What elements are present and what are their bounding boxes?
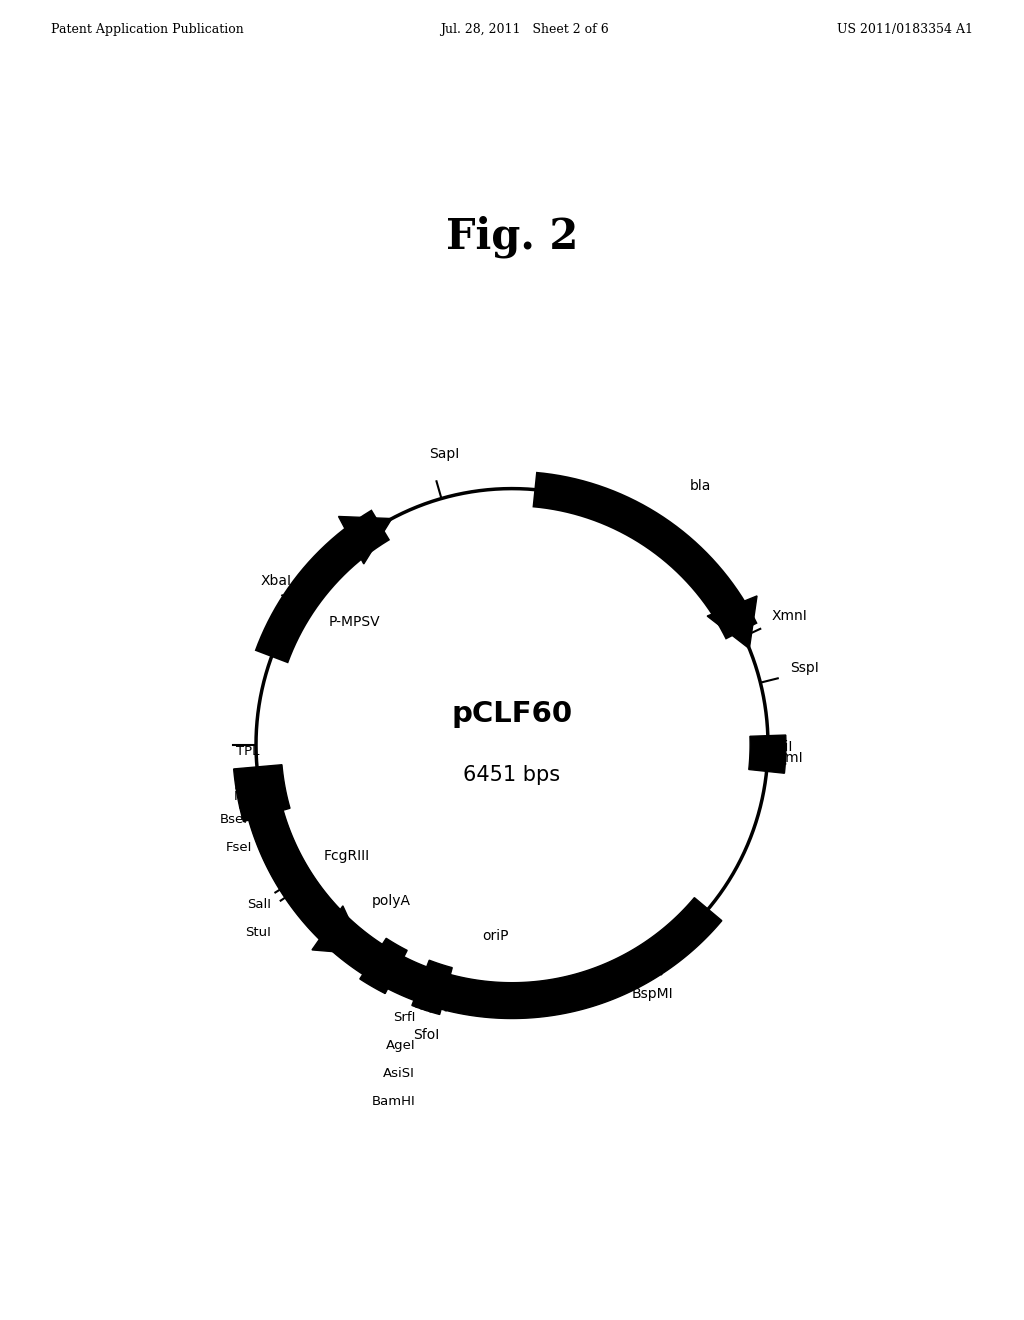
- Text: XmnI: XmnI: [772, 610, 808, 623]
- Text: SrfI: SrfI: [393, 1011, 415, 1024]
- Text: BspMI: BspMI: [632, 986, 674, 1001]
- Text: Fig. 2: Fig. 2: [445, 215, 579, 259]
- Polygon shape: [412, 960, 453, 1015]
- Text: Jul. 28, 2011   Sheet 2 of 6: Jul. 28, 2011 Sheet 2 of 6: [440, 22, 609, 36]
- Polygon shape: [749, 735, 785, 774]
- Polygon shape: [248, 807, 722, 1019]
- Text: US 2011/0183354 A1: US 2011/0183354 A1: [837, 22, 973, 36]
- Text: Patent Application Publication: Patent Application Publication: [51, 22, 244, 36]
- Text: XcmI: XcmI: [768, 751, 803, 766]
- Text: FseI: FseI: [225, 841, 252, 854]
- Text: StuI: StuI: [245, 927, 270, 939]
- Text: FcgRIII: FcgRIII: [324, 849, 370, 863]
- Polygon shape: [359, 939, 408, 994]
- Text: SfoI: SfoI: [414, 1028, 439, 1043]
- Text: AgeI: AgeI: [386, 1039, 415, 1052]
- Polygon shape: [233, 764, 290, 821]
- Polygon shape: [708, 595, 757, 648]
- Text: IVS: IVS: [233, 789, 255, 803]
- Text: polyA: polyA: [372, 894, 411, 908]
- Text: XbaI: XbaI: [261, 574, 292, 589]
- Text: TPL: TPL: [236, 744, 259, 758]
- Text: AsiSI: AsiSI: [383, 1067, 415, 1080]
- Text: pCLF60: pCLF60: [452, 700, 572, 727]
- Text: NsiI: NsiI: [768, 741, 794, 755]
- Text: SalI: SalI: [247, 898, 270, 911]
- Text: P-MPSV: P-MPSV: [329, 615, 381, 628]
- Text: oriP: oriP: [482, 929, 509, 942]
- Text: SspI: SspI: [791, 661, 819, 676]
- Text: SapI: SapI: [429, 447, 459, 461]
- Text: BamHI: BamHI: [372, 1096, 415, 1109]
- Text: 6451 bps: 6451 bps: [464, 766, 560, 785]
- Text: bla: bla: [689, 479, 711, 492]
- Text: BseRI: BseRI: [220, 813, 257, 826]
- Polygon shape: [312, 906, 366, 954]
- Polygon shape: [339, 516, 392, 564]
